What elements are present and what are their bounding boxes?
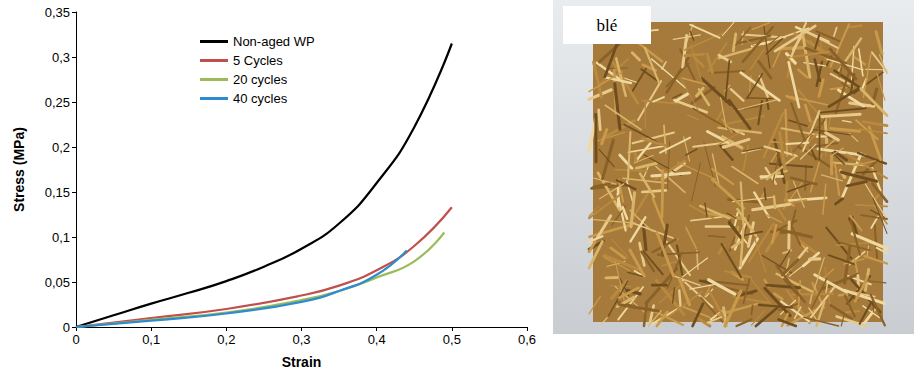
svg-text:Stress (MPa): Stress (MPa) [11, 127, 27, 212]
svg-text:0,3: 0,3 [52, 50, 70, 65]
svg-text:5 Cycles: 5 Cycles [233, 53, 283, 68]
svg-text:0,05: 0,05 [45, 275, 70, 290]
svg-text:0,15: 0,15 [45, 185, 70, 200]
svg-text:0,5: 0,5 [443, 332, 461, 347]
svg-text:0,1: 0,1 [142, 332, 160, 347]
svg-text:0,3: 0,3 [292, 332, 310, 347]
svg-text:0: 0 [63, 320, 70, 335]
svg-text:0: 0 [72, 332, 79, 347]
svg-text:0,4: 0,4 [368, 332, 386, 347]
svg-text:0,1: 0,1 [52, 230, 70, 245]
svg-text:0,2: 0,2 [52, 140, 70, 155]
svg-text:0,6: 0,6 [518, 332, 536, 347]
svg-text:Strain: Strain [282, 354, 322, 370]
svg-text:0,25: 0,25 [45, 95, 70, 110]
svg-text:40 cycles: 40 cycles [233, 91, 288, 106]
svg-text:20 cycles: 20 cycles [233, 72, 288, 87]
svg-text:blé: blé [597, 16, 618, 35]
svg-text:0,2: 0,2 [217, 332, 235, 347]
svg-text:Non-aged WP: Non-aged WP [233, 34, 315, 49]
svg-text:0,35: 0,35 [45, 5, 70, 20]
